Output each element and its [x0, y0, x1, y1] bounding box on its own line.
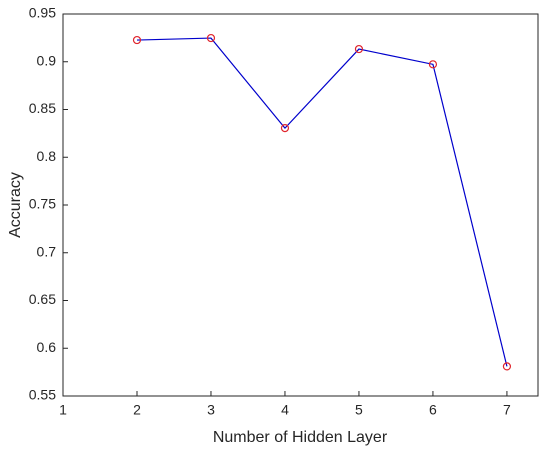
data-point — [132, 35, 142, 45]
y-tick-label: 0.85 — [29, 100, 56, 116]
data-point — [280, 124, 290, 133]
x-tick-label: 7 — [503, 402, 511, 418]
y-tick-label: 0.65 — [29, 291, 56, 307]
y-tick-label: 0.75 — [29, 196, 56, 212]
x-axis-label: Number of Hidden Layer — [213, 429, 388, 446]
data-line — [136, 37, 508, 367]
y-tick-label: 0.7 — [37, 243, 57, 259]
x-tick-label: 3 — [207, 402, 215, 418]
y-axis-label: Accuracy — [7, 172, 24, 238]
data-point — [206, 33, 216, 43]
y-tick-label: 0.6 — [37, 339, 57, 355]
y-tick-label: 0.55 — [29, 387, 56, 403]
plot-box — [62, 13, 539, 397]
data-point — [354, 44, 364, 54]
data-point — [502, 362, 512, 371]
y-tick-label: 0.9 — [37, 52, 57, 68]
y-tick-label: 0.8 — [37, 148, 57, 164]
x-tick-label: 5 — [355, 402, 363, 418]
y-tick-label: 0.95 — [29, 5, 56, 21]
x-tick-label: 2 — [133, 402, 141, 418]
x-tick-label: 6 — [429, 402, 437, 418]
data-point — [428, 60, 438, 69]
x-tick-label: 1 — [59, 402, 67, 418]
x-tick-label: 4 — [281, 402, 289, 418]
